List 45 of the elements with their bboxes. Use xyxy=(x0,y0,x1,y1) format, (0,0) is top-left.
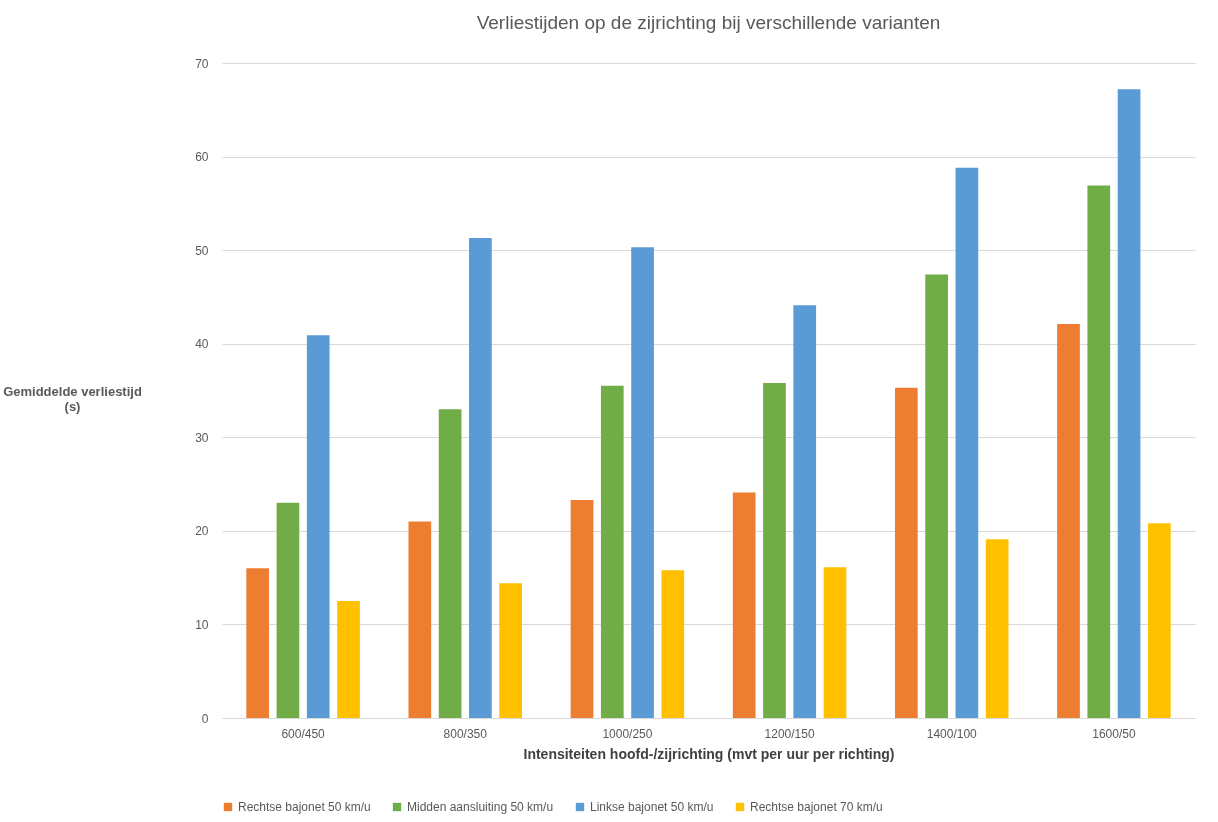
bar xyxy=(469,237,492,718)
x-tick-label: 800/350 xyxy=(443,726,488,741)
bar xyxy=(955,167,979,718)
y-tick-label: 60 xyxy=(195,150,209,165)
legend-label: Rechtse bajonet 50 km/u xyxy=(238,800,371,814)
y-tick-label: 70 xyxy=(195,56,209,71)
x-tick-label: 1600/50 xyxy=(1092,726,1136,741)
bar xyxy=(661,570,685,718)
legend-label: Midden aansluiting 50 km/u xyxy=(407,800,554,814)
bar xyxy=(1087,185,1111,718)
bar xyxy=(337,601,360,718)
x-axis-title: Intensiteiten hoofd-/zijrichting (mvt per uur per richting) xyxy=(523,745,895,762)
bar xyxy=(763,383,786,718)
bar xyxy=(823,567,847,718)
bar xyxy=(438,409,462,718)
y-tick-label: 50 xyxy=(195,243,209,258)
bar xyxy=(499,583,523,718)
y-tick-label: 10 xyxy=(195,617,209,632)
bar xyxy=(985,539,1009,718)
bar xyxy=(246,568,270,718)
y-axis-title: Gemiddelde verliestijd (s) xyxy=(3,383,142,414)
bar xyxy=(1147,523,1171,718)
x-tick-label: 1200/150 xyxy=(764,726,815,741)
bar xyxy=(793,305,817,718)
bar xyxy=(306,335,330,718)
x-tick-label: 1400/100 xyxy=(926,726,978,741)
bar xyxy=(1117,89,1141,718)
chart-title: Verliestijden op de zijrichting bij verschillende varianten xyxy=(476,12,941,33)
bar xyxy=(570,499,594,718)
bar xyxy=(925,274,948,718)
legend-label: Linkse bajonet 50 km/u xyxy=(590,800,714,814)
bar xyxy=(732,492,756,718)
bar xyxy=(600,385,624,718)
legend-label: Rechtse bajonet 70 km/u xyxy=(750,800,883,814)
bar xyxy=(276,502,300,718)
bar xyxy=(408,521,432,718)
bar xyxy=(631,247,654,718)
y-tick-label: 0 xyxy=(201,711,209,726)
x-tick-label: 600/450 xyxy=(281,726,326,741)
bar xyxy=(894,387,918,718)
x-tick-label: 1000/250 xyxy=(602,726,653,741)
bar xyxy=(1057,324,1080,718)
y-tick-label: 40 xyxy=(195,337,209,352)
y-tick-label: 20 xyxy=(195,524,209,539)
y-tick-label: 30 xyxy=(195,430,209,445)
